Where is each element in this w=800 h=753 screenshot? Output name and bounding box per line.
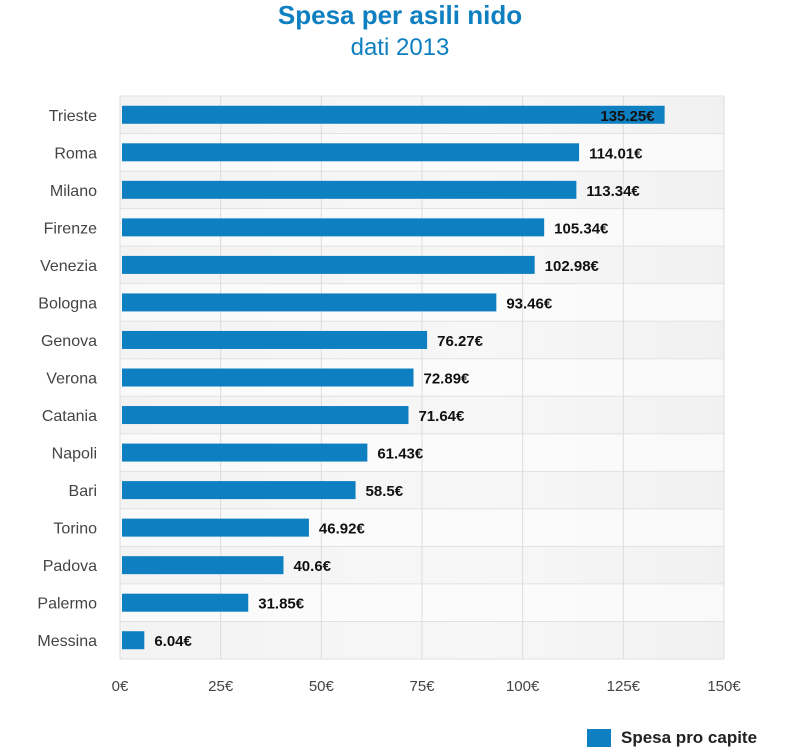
bar <box>122 293 497 312</box>
category-label: Venezia <box>40 258 97 275</box>
x-tick-label: 125€ <box>607 678 641 695</box>
bar <box>122 180 577 199</box>
bar <box>122 443 368 462</box>
bar <box>122 593 249 612</box>
value-label: 46.92€ <box>319 521 366 538</box>
category-label: Milano <box>50 183 97 200</box>
legend: Spesa pro capite <box>587 727 757 749</box>
value-label: 102.98€ <box>545 258 600 275</box>
bar <box>122 631 145 650</box>
value-label: 135.25€ <box>600 108 655 125</box>
x-tick-label: 25€ <box>208 678 234 695</box>
x-tick-label: 100€ <box>506 678 540 695</box>
bar <box>122 218 545 237</box>
value-label: 71.64€ <box>418 408 465 425</box>
bar <box>122 143 580 162</box>
chart-subtitle: dati 2013 <box>350 34 450 61</box>
x-tick-label: 150€ <box>707 678 741 695</box>
category-label: Verona <box>46 371 97 388</box>
bar <box>122 330 428 349</box>
x-tick-label: 75€ <box>409 678 435 695</box>
bar <box>122 556 284 575</box>
bar <box>122 105 665 124</box>
value-label: 113.34€ <box>586 183 640 200</box>
category-label: Genova <box>41 333 97 350</box>
value-label: 58.5€ <box>366 483 404 500</box>
x-tick-label: 50€ <box>309 678 335 695</box>
category-label: Trieste <box>49 108 97 125</box>
value-label: 105.34€ <box>554 220 609 237</box>
value-label: 76.27€ <box>437 333 484 350</box>
category-label: Messina <box>37 633 97 650</box>
bar <box>122 481 356 500</box>
legend-label: Spesa pro capite <box>621 728 758 747</box>
value-label: 6.04€ <box>154 633 192 650</box>
category-label: Bologna <box>38 295 97 312</box>
category-label: Padova <box>43 558 97 575</box>
value-label: 40.6€ <box>293 558 331 575</box>
category-label: Napoli <box>52 446 97 463</box>
value-label: 114.01€ <box>589 145 643 162</box>
category-label: Roma <box>54 145 97 162</box>
value-label: 93.46€ <box>506 295 553 312</box>
bar <box>122 368 414 387</box>
bar <box>122 406 409 425</box>
category-label: Palermo <box>37 596 97 613</box>
bar <box>122 518 309 537</box>
bar <box>122 255 535 274</box>
category-label: Torino <box>53 521 97 538</box>
legend-swatch <box>587 729 611 747</box>
category-label: Bari <box>69 483 97 500</box>
value-label: 61.43€ <box>377 446 424 463</box>
value-label: 72.89€ <box>424 371 471 388</box>
category-label: Catania <box>42 408 97 425</box>
value-label: 31.85€ <box>258 596 305 613</box>
x-tick-label: 0€ <box>112 678 129 695</box>
chart-title: Spesa per asili nido <box>277 0 523 30</box>
category-label: Firenze <box>44 220 97 237</box>
